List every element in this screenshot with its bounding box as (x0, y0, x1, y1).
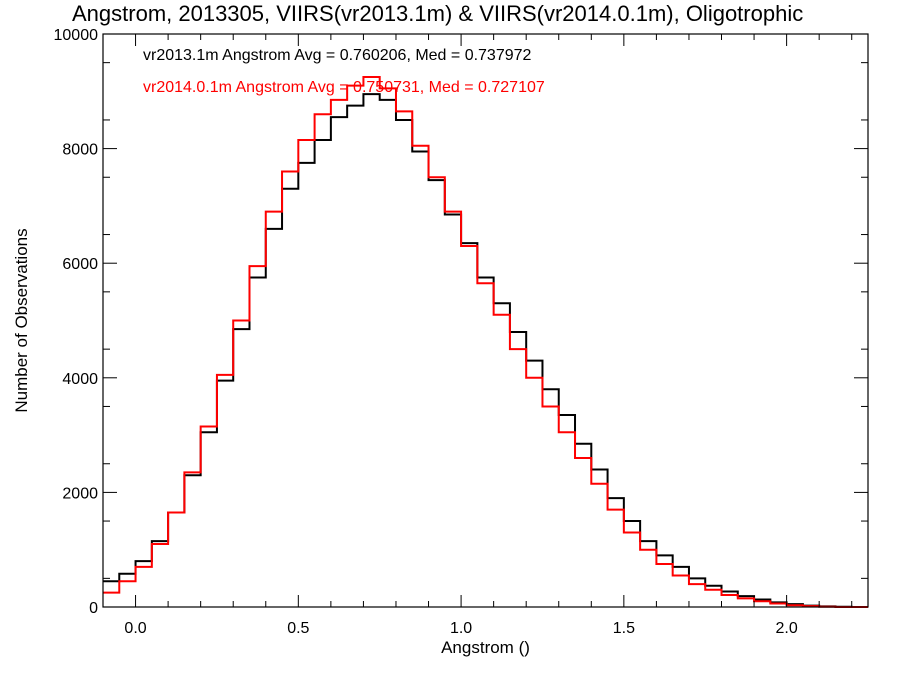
chart-title: Angstrom, 2013305, VIIRS(vr2013.1m) & VI… (72, 1, 803, 26)
y-tick-label: 8000 (62, 142, 98, 159)
y-tick-label: 4000 (62, 371, 98, 388)
axes-group: 0.0 0.5 1.0 1.5 2.0 0 2000 4000 6000 8000 10000 (54, 27, 868, 637)
x-tick-label: 1.0 (450, 620, 472, 637)
x-axis-label: Angstrom () (441, 638, 530, 657)
x-tick-label: 1.5 (613, 620, 635, 637)
x-tick-label: 0.0 (124, 620, 146, 637)
annotation-vr2014: vr2014.0.1m Angstrom Avg = 0.750731, Med… (143, 79, 545, 96)
series-group (103, 75, 868, 608)
y-axis-label: Number of Observations (12, 228, 31, 412)
series-line-1 (103, 75, 868, 608)
y-tick-label: 6000 (62, 256, 98, 273)
y-tick-label: 2000 (62, 485, 98, 502)
series-line-0 (103, 93, 868, 608)
x-tick-label: 0.5 (287, 620, 309, 637)
plot-frame (102, 33, 869, 608)
annotation-vr2013: vr2013.1m Angstrom Avg = 0.760206, Med =… (143, 47, 532, 64)
y-tick-label: 10000 (54, 27, 99, 44)
x-tick-label: 2.0 (775, 620, 797, 637)
y-tick-label: 0 (89, 600, 98, 617)
